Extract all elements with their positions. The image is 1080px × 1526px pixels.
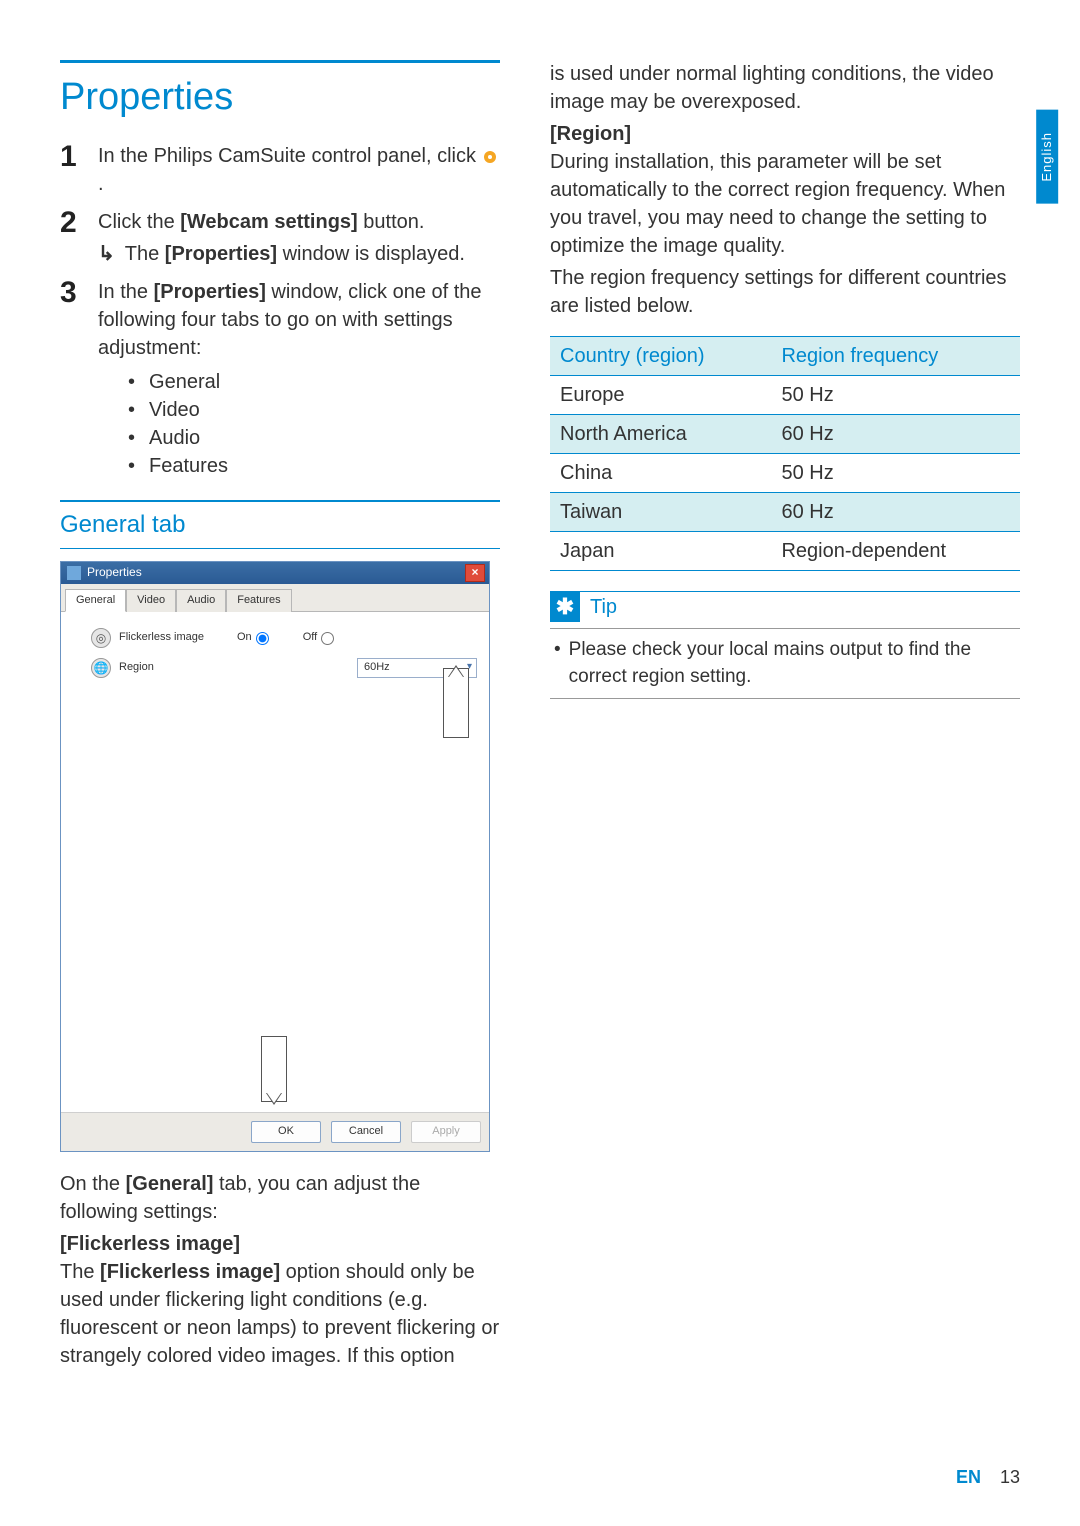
window-tabs: General Video Audio Features	[61, 584, 489, 612]
window-title: Properties	[87, 564, 142, 581]
step1-text-b: .	[98, 173, 104, 195]
step-number: 2	[60, 208, 82, 238]
cell: 60 Hz	[771, 493, 1020, 532]
cancel-button[interactable]: Cancel	[331, 1121, 401, 1142]
general-bold: [General]	[126, 1173, 214, 1195]
tip-item: Please check your local mains output to …	[554, 637, 1016, 690]
cell: Region-dependent	[771, 532, 1020, 571]
result-arrow-icon: ↳	[98, 240, 115, 268]
cell: Japan	[550, 532, 771, 571]
region-label: Region	[119, 660, 229, 675]
step2-sub-b: [Properties]	[165, 243, 277, 265]
footer-lang: EN	[956, 1467, 981, 1487]
region-frequency-table: Country (region) Region frequency Europe…	[550, 336, 1020, 571]
step2-sub-a: The	[125, 243, 165, 265]
window-titlebar: Properties ×	[61, 562, 489, 584]
tip-icon: ✱	[550, 592, 580, 622]
table-row: JapanRegion-dependent	[550, 532, 1020, 571]
right-column: is used under normal lighting conditions…	[550, 60, 1020, 1374]
flickerless-on[interactable]: On	[237, 630, 269, 645]
step-1: 1 In the Philips CamSuite control panel,…	[60, 142, 500, 198]
ok-button[interactable]: OK	[251, 1121, 321, 1142]
bullet-audio: Audio	[98, 424, 500, 452]
region-heading: [Region]	[550, 120, 1020, 148]
app-icon	[67, 566, 81, 580]
step3-bold: [Properties]	[154, 281, 266, 303]
step-number: 1	[60, 142, 82, 172]
flickerless-off[interactable]: Off	[303, 630, 334, 645]
properties-window: Properties × General Video Audio Feature…	[60, 561, 490, 1152]
cell: Europe	[550, 376, 771, 415]
flickerless-bold: [Flickerless image]	[100, 1261, 280, 1283]
step1-text-a: In the Philips CamSuite control panel, c…	[98, 145, 482, 167]
flickerless-heading: [Flickerless image]	[60, 1230, 500, 1258]
overexposed-text: is used under normal lighting conditions…	[550, 60, 1020, 116]
region-desc2: The region frequency settings for differ…	[550, 264, 1020, 320]
flickerless-desc: The [Flickerless image] option should on…	[60, 1258, 500, 1370]
step-number: 3	[60, 278, 82, 308]
window-footer: OK Cancel Apply	[61, 1112, 489, 1150]
tab-general[interactable]: General	[65, 589, 126, 612]
callout-arrow-ok	[261, 1036, 287, 1102]
step2-text-c: button.	[358, 211, 425, 233]
bullet-features: Features	[98, 452, 500, 480]
step-2: 2 Click the [Webcam settings] button. ↳ …	[60, 208, 500, 268]
on-label: On	[237, 630, 252, 645]
table-row: Taiwan60 Hz	[550, 493, 1020, 532]
table-row: North America60 Hz	[550, 415, 1020, 454]
table-row: China50 Hz	[550, 454, 1020, 493]
text: The	[60, 1261, 100, 1283]
globe-icon: 🌐	[91, 658, 111, 678]
general-tab-subheading: General tab	[60, 500, 500, 549]
step2-text-a: Click the	[98, 211, 180, 233]
gear-icon	[482, 149, 498, 165]
window-body: ◎ Flickerless image On Off 🌐 Region 60Hz	[61, 612, 489, 1112]
apply-button[interactable]: Apply	[411, 1121, 481, 1142]
bullet-video: Video	[98, 396, 500, 424]
step2-sub-c: window is displayed.	[277, 243, 465, 265]
cell: North America	[550, 415, 771, 454]
tip-text: Please check your local mains output to …	[569, 637, 1016, 690]
step2-bold: [Webcam settings]	[180, 211, 357, 233]
flicker-icon: ◎	[91, 628, 111, 648]
off-label: Off	[303, 630, 317, 645]
cell: 50 Hz	[771, 454, 1020, 493]
cell: Taiwan	[550, 493, 771, 532]
step-3: 3 In the [Properties] window, click one …	[60, 278, 500, 480]
th-freq: Region frequency	[771, 337, 1020, 376]
flickerless-row: ◎ Flickerless image On Off	[91, 628, 477, 648]
language-side-tab: English	[1036, 110, 1058, 204]
cell: 50 Hz	[771, 376, 1020, 415]
page-content: Properties 1 In the Philips CamSuite con…	[0, 0, 1080, 1414]
tab-video[interactable]: Video	[126, 589, 176, 612]
callout-arrow-select	[443, 668, 469, 738]
page-footer: EN 13	[956, 1465, 1020, 1490]
tab-features[interactable]: Features	[226, 589, 291, 612]
steps-list: 1 In the Philips CamSuite control panel,…	[60, 142, 500, 480]
table-row: Europe50 Hz	[550, 376, 1020, 415]
bullet-general: General	[98, 368, 500, 396]
general-tab-intro: On the [General] tab, you can adjust the…	[60, 1170, 500, 1226]
region-row: 🌐 Region 60Hz	[91, 658, 477, 678]
step3-text-a: In the	[98, 281, 154, 303]
text: On the	[60, 1173, 126, 1195]
cell: 60 Hz	[771, 415, 1020, 454]
tabs-bullets: General Video Audio Features	[98, 368, 500, 480]
tab-audio[interactable]: Audio	[176, 589, 226, 612]
close-button[interactable]: ×	[465, 564, 485, 582]
tip-label: Tip	[590, 593, 617, 621]
off-radio[interactable]	[321, 632, 334, 645]
cell: China	[550, 454, 771, 493]
flickerless-label: Flickerless image	[119, 630, 229, 645]
region-desc1: During installation, this parameter will…	[550, 148, 1020, 260]
properties-heading: Properties	[60, 60, 500, 124]
left-column: Properties 1 In the Philips CamSuite con…	[60, 60, 500, 1374]
on-radio[interactable]	[256, 632, 269, 645]
footer-page: 13	[1000, 1467, 1020, 1487]
th-country: Country (region)	[550, 337, 771, 376]
tip-box: ✱ Tip Please check your local mains outp…	[550, 591, 1020, 699]
